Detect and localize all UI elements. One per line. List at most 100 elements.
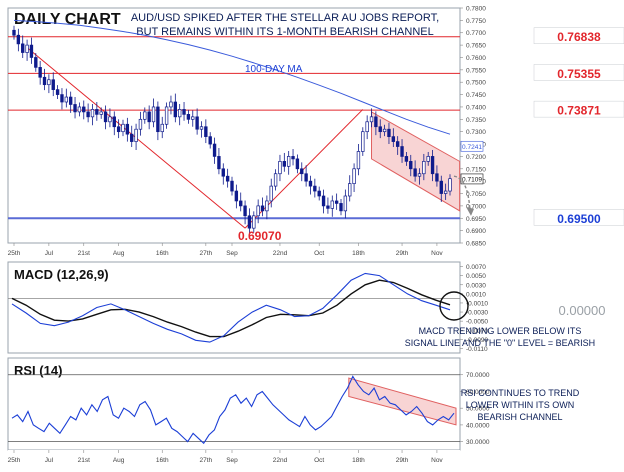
price-y-tick-label: 0.7750 bbox=[466, 18, 486, 25]
candle-body bbox=[265, 200, 269, 212]
candle-body bbox=[304, 173, 308, 182]
candle-body bbox=[204, 126, 208, 137]
candle-body bbox=[435, 173, 439, 182]
price-x-ticks: 25th Jul 21st Aug 16th 27th Sep 22nd Oct 18th 29th… bbox=[8, 243, 443, 257]
candle-body bbox=[199, 126, 204, 130]
rsi-x-ticks: 25th Jul 21st Aug 16th 27th Sep 22nd Oct 18th 29th… bbox=[8, 450, 443, 464]
candle-body bbox=[269, 185, 273, 202]
macd-y-tick-label: 0.0010 bbox=[466, 291, 486, 298]
candle-body bbox=[156, 106, 160, 133]
candle-body bbox=[86, 111, 90, 118]
candle-body bbox=[212, 143, 217, 157]
candle-body bbox=[164, 106, 169, 125]
candle-body bbox=[422, 161, 426, 175]
candle-body bbox=[339, 203, 343, 212]
candle-body bbox=[38, 67, 42, 78]
candle-body bbox=[73, 104, 77, 113]
candle-body bbox=[348, 183, 352, 197]
price-y-tick-label: 0.7450 bbox=[466, 92, 486, 99]
candle-body bbox=[365, 121, 369, 133]
macd-annotation-line-1: MACD TRENDING LOWER BELOW ITS bbox=[419, 326, 582, 336]
rsi-levels bbox=[8, 374, 460, 442]
candle-body bbox=[217, 156, 221, 170]
candle-body bbox=[186, 114, 191, 120]
price-level-box bbox=[533, 100, 624, 118]
candle-body bbox=[68, 96, 73, 105]
candle-body bbox=[34, 57, 38, 68]
price-level-label: 0.69500 bbox=[557, 212, 601, 226]
ma-100-line bbox=[13, 19, 451, 135]
candle-body bbox=[300, 168, 304, 175]
candle-body bbox=[330, 200, 334, 209]
candle-body bbox=[273, 173, 278, 187]
rsi-x-tick-label: 18th bbox=[352, 457, 365, 464]
macd-y-tick-label: -0.0050 bbox=[466, 319, 488, 326]
macd-title: MACD (12,26,9) bbox=[14, 267, 109, 282]
candle-body bbox=[352, 168, 356, 184]
rsi-x-tick-label: 21st bbox=[78, 457, 90, 464]
candle-body bbox=[374, 116, 378, 128]
price-level-label: 0.75355 bbox=[557, 67, 601, 81]
rsi-y-tick-label: 70.0000 bbox=[466, 372, 490, 379]
price-y-tick-label: 0.7350 bbox=[466, 117, 486, 124]
candle-body bbox=[334, 200, 339, 204]
candle-body bbox=[234, 190, 239, 202]
price-panel: DAILY CHART AUD/USD SPIKED AFTER THE STE… bbox=[7, 6, 624, 258]
price-x-tick-label: Aug bbox=[113, 250, 125, 257]
candle-body bbox=[361, 131, 365, 152]
price-x-tick-label: 18th bbox=[352, 250, 365, 257]
candle-body bbox=[369, 116, 374, 123]
candle-body bbox=[278, 161, 282, 175]
price-level-box bbox=[533, 64, 624, 81]
candle-body bbox=[169, 101, 173, 108]
rsi-annotation-line-1: RSI CONTINUES TO TREND bbox=[461, 388, 580, 398]
candle-body bbox=[230, 180, 234, 192]
rsi-x-tick-label: 27th bbox=[200, 457, 213, 464]
rsi-y-tick-label: 50.0000 bbox=[466, 406, 490, 413]
candle-body bbox=[356, 151, 361, 170]
price-y-tick-label: 0.7500 bbox=[466, 80, 486, 87]
candle-body bbox=[260, 205, 265, 212]
candle-body bbox=[308, 180, 313, 187]
candle-body bbox=[291, 156, 295, 160]
candle-body bbox=[448, 178, 452, 192]
candle-body bbox=[99, 111, 103, 115]
candle-body bbox=[60, 94, 64, 103]
candle-body bbox=[182, 109, 186, 115]
candle-body bbox=[42, 76, 47, 86]
rsi-y-tick-label: 60.0000 bbox=[466, 389, 490, 396]
candle-body bbox=[286, 156, 291, 167]
rsi-panel: RSI (14) 70.0000 60.0000 50.0000 40.0000 30.… bbox=[7, 357, 580, 464]
candle-body bbox=[256, 205, 260, 217]
price-x-tick-label: 29th bbox=[396, 250, 409, 257]
price-y-tick-label: 0.6850 bbox=[466, 241, 486, 248]
ma-100-label: 100-DAY MA bbox=[245, 64, 303, 75]
price-y-tick-label: 0.7800 bbox=[466, 6, 486, 13]
candle-body bbox=[103, 111, 108, 123]
macd-y-tick-label: -0.0070 bbox=[466, 328, 488, 335]
rsi-bearish-channel bbox=[348, 377, 457, 426]
candle-body bbox=[143, 111, 147, 120]
price-x-tick-label: Nov bbox=[431, 250, 443, 257]
price-x-tick-label: 27th bbox=[200, 250, 213, 257]
candle-body bbox=[409, 161, 413, 170]
candle-body bbox=[82, 106, 86, 113]
rsi-line bbox=[11, 375, 455, 445]
candle-body bbox=[77, 106, 82, 113]
candle-body bbox=[25, 44, 29, 53]
candle-body bbox=[426, 156, 430, 162]
candle-body bbox=[21, 43, 25, 53]
price-y-ticks: 0.7800 0.7750 0.7700 0.7650 0.7600 0.7550 0.75… bbox=[460, 6, 486, 248]
candle-body bbox=[221, 168, 225, 177]
current-price-tag bbox=[460, 140, 484, 152]
projection-arrow bbox=[453, 175, 471, 211]
current-price-tag-label: 0.7241 bbox=[462, 144, 482, 151]
price-y-tick-label: 0.6950 bbox=[466, 216, 486, 223]
macd-y-tick-label: -0.0090 bbox=[466, 337, 488, 344]
candle-body bbox=[138, 118, 143, 130]
candle-body bbox=[413, 168, 417, 177]
candle-body bbox=[55, 89, 60, 95]
macd-y-ticks: 0.0070 0.0050 0.0030 0.0010 -0.0010 -0.0030 -0… bbox=[460, 264, 488, 353]
